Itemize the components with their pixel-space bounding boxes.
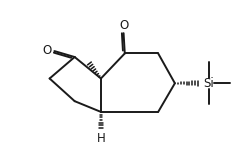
Text: O: O bbox=[42, 44, 52, 57]
Text: H: H bbox=[96, 132, 105, 145]
Text: O: O bbox=[119, 19, 128, 32]
Text: Si: Si bbox=[203, 77, 214, 90]
